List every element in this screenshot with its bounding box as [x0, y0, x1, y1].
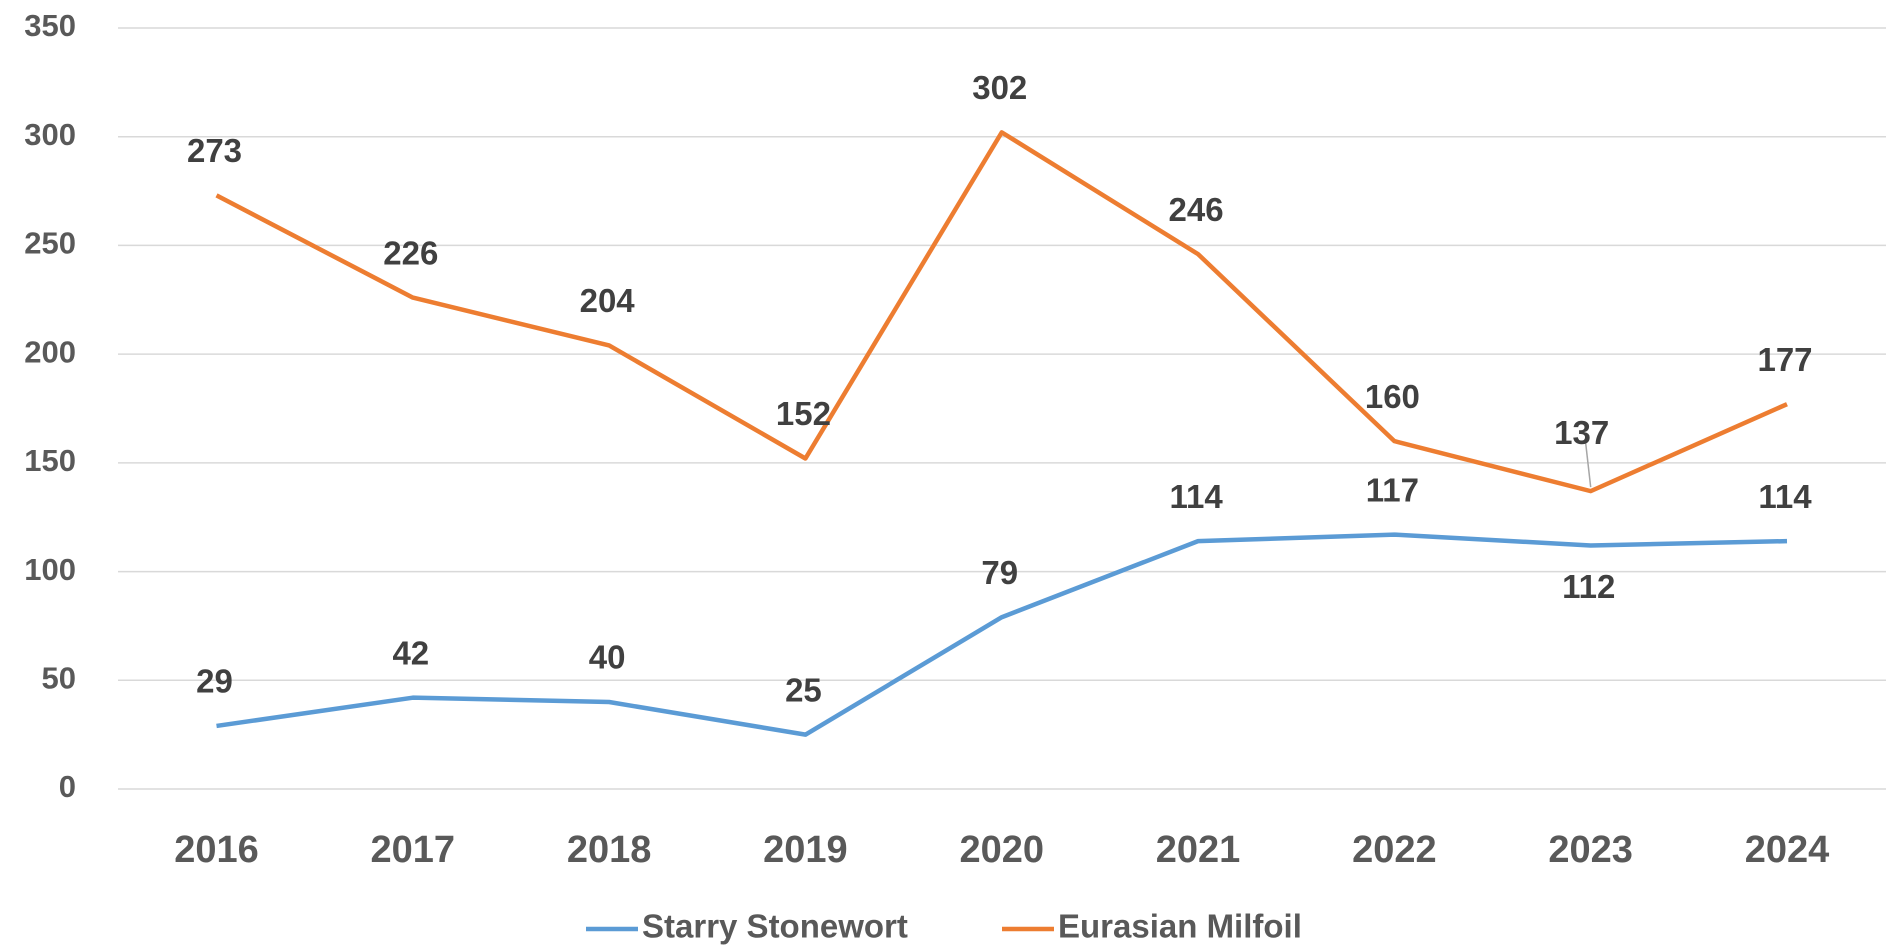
y-tick-label: 300 — [24, 117, 76, 152]
data-label: 302 — [972, 69, 1027, 106]
data-label: 25 — [785, 671, 822, 708]
y-tick-label: 150 — [24, 443, 76, 478]
data-label: 79 — [981, 554, 1018, 591]
data-label: 246 — [1169, 191, 1224, 228]
data-label: 152 — [776, 395, 831, 432]
y-tick-label: 0 — [59, 769, 76, 804]
data-label: 160 — [1365, 378, 1420, 415]
leader-line — [1584, 443, 1592, 488]
data-label: 137 — [1554, 414, 1609, 451]
series-line — [216, 532, 1788, 737]
y-tick-label: 350 — [24, 8, 76, 43]
data-label: 226 — [383, 234, 438, 271]
data-label: 112 — [1562, 568, 1615, 605]
data-label: 117 — [1366, 471, 1419, 508]
x-tick-label: 2023 — [1548, 829, 1633, 871]
x-tick-label: 2016 — [174, 829, 259, 871]
legend-label: Eurasian Milfoil — [1058, 908, 1302, 945]
x-tick-label: 2022 — [1352, 829, 1437, 871]
y-tick-label: 50 — [42, 660, 76, 695]
legend-label: Starry Stonewort — [642, 908, 908, 945]
y-tick-label: 250 — [24, 226, 76, 261]
y-tick-label: 200 — [24, 334, 76, 369]
data-label: 273 — [187, 132, 242, 169]
x-tick-label: 2018 — [567, 829, 652, 871]
data-label: 177 — [1757, 341, 1812, 378]
x-tick-label: 2017 — [371, 829, 456, 871]
x-tick-label: 2019 — [763, 829, 848, 871]
x-tick-label: 2024 — [1745, 829, 1830, 871]
x-tick-label: 2021 — [1156, 829, 1241, 871]
data-label: 114 — [1169, 478, 1223, 515]
data-label: 42 — [392, 634, 429, 671]
data-label: 114 — [1758, 478, 1812, 515]
x-tick-label: 2020 — [959, 829, 1044, 871]
data-label: 204 — [580, 282, 636, 319]
series-line — [215, 130, 1788, 494]
data-label: 40 — [589, 639, 626, 676]
y-tick-label: 100 — [24, 552, 76, 587]
data-label: 29 — [196, 663, 233, 700]
